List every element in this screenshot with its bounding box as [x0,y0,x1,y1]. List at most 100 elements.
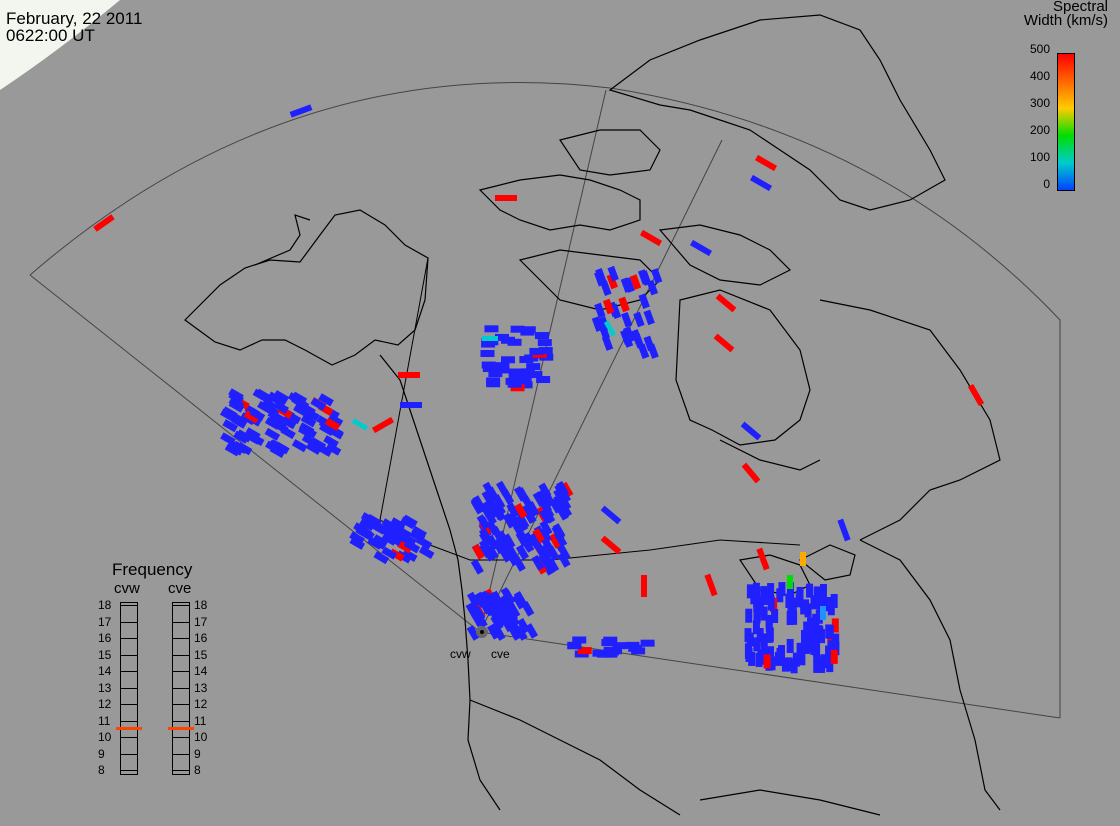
scatter-cell [558,494,572,511]
scatter-cell [826,624,834,639]
scatter-cell [481,490,495,506]
scatter-cell [746,632,754,647]
scatter-cell [466,625,480,641]
scatter-cell [508,368,523,376]
scatter-cell [763,654,771,669]
scatter-cell [639,229,663,247]
colorbar [1057,53,1075,191]
scatter-cell [366,516,382,530]
scatter-cell [801,599,809,614]
frequency-tick-label: 15 [194,647,208,662]
frequency-radar-cve: cve [168,580,192,597]
scatter-cell [631,329,643,345]
scatter-cell [795,593,803,608]
scatter-cell [546,545,560,561]
frequency-tick-label: 16 [98,631,112,645]
scatter-cell [507,380,522,388]
scatter-cells [93,104,985,674]
scatter-cell [603,646,618,654]
colorbar-tick-label: 300 [1029,96,1050,110]
scatter-cell [359,517,375,531]
scatter-cell [837,518,851,542]
scatter-cell [601,335,614,351]
frequency-tick-label: 13 [194,680,208,695]
scatter-cell [318,393,334,407]
scatter-cell [819,583,827,598]
scatter-cell [520,368,535,376]
scatter-cell [753,637,761,652]
scatter-cell [482,336,498,341]
frequency-tick-mark [172,753,190,755]
scatter-cell [507,616,521,633]
scatter-cell [618,296,630,313]
scatter-cell [249,408,266,422]
date-label: February, 22 2011 [6,9,143,28]
scatter-cell [620,277,633,293]
scatter-cell [526,363,541,371]
frequency-tick-mark [172,737,190,738]
frequency-tick-mark [120,638,138,639]
colorbar-tick-label: 100 [1029,150,1050,164]
radar-sites [476,626,488,638]
scatter-cell [778,582,786,597]
colorbar-title-1: Spectral [1052,0,1108,15]
scatter-cell [508,625,522,641]
scatter-cell [415,535,432,549]
frequency-radar-cvw: cvw [114,580,140,597]
scatter-cell [257,400,273,414]
frequency-tick-label: 11 [194,713,207,728]
scatter-cell [476,514,490,530]
scatter-cell [289,104,313,118]
scatter-cell [357,525,373,539]
scatter-cell [496,530,510,546]
scatter-cell [753,609,761,624]
frequency-tick-mark [120,687,138,689]
scatter-cell [529,347,544,355]
scatter-cell [740,421,762,441]
scatter-cell [264,416,281,430]
frequency-tick-mark [172,720,190,722]
scatter-cell [381,522,398,536]
scatter-cell [381,546,398,560]
scatter-cell [638,293,650,309]
scatter-cell [598,323,610,340]
scatter-cell [771,609,779,624]
scatter-cell [500,587,514,603]
scatter-cell [806,583,814,598]
scatter-cell [572,636,587,644]
scatter-cell [532,491,546,508]
scatter-cell [323,435,339,449]
frequency-tick-label: 16 [194,631,208,645]
scatter-cell [261,398,278,412]
scatter-cell [325,442,342,456]
scatter-cell [786,638,794,653]
scatter-cell [508,374,523,382]
scatter-cell [512,556,526,572]
scatter-cell [600,505,622,525]
scatter-cell [418,545,435,559]
scatter-cell [603,650,618,658]
scatter-cell [381,532,398,546]
scatter-cell [243,410,260,424]
frequency-tick-label: 8 [194,763,201,777]
frequency-tick-label: 13 [98,680,112,695]
scatter-cell [512,523,526,540]
scatter-cell [470,611,484,628]
scatter-cell [265,440,281,454]
scatter-cell [830,594,838,609]
scatter-cell [324,417,341,431]
scatter-cell [750,586,758,601]
scatter-cell [400,402,422,408]
scatter-cell [787,589,795,604]
scatter-cell [549,498,563,514]
scatter-cell [534,542,548,559]
scatter-cell [600,280,612,296]
scatter-cell [500,356,515,364]
scatter-cell [612,642,627,650]
site-label-cve: cve [491,647,510,661]
scatter-cell [373,551,390,565]
scatter-cell [650,268,663,284]
frequency-tick-mark [120,720,138,722]
scatter-cell [236,442,253,456]
scatter-cell [506,502,520,518]
